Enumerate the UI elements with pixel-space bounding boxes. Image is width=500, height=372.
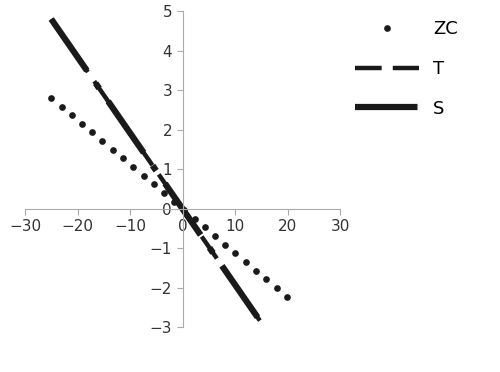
S (242, 297, 248, 301)
T (284, 358, 290, 363)
ZC (284, 295, 290, 299)
S (176, 202, 182, 206)
S (162, 181, 168, 186)
S (189, 220, 195, 225)
T (160, 179, 166, 183)
Line: S: S (52, 19, 288, 360)
ZC (48, 96, 54, 100)
Legend: ZC, T, S: ZC, T, S (356, 20, 458, 118)
ZC (176, 203, 182, 208)
S (160, 179, 166, 183)
T (189, 220, 195, 225)
T (242, 297, 248, 301)
ZC (242, 259, 248, 264)
Line: ZC: ZC (48, 96, 290, 300)
ZC (189, 214, 195, 219)
Line: T: T (52, 19, 288, 360)
S (284, 358, 290, 363)
S (279, 350, 285, 355)
T (162, 181, 168, 186)
ZC (160, 190, 166, 195)
T (48, 17, 54, 21)
ZC (279, 290, 285, 295)
S (48, 17, 54, 21)
T (279, 350, 285, 355)
ZC (162, 192, 168, 196)
T (176, 202, 182, 206)
